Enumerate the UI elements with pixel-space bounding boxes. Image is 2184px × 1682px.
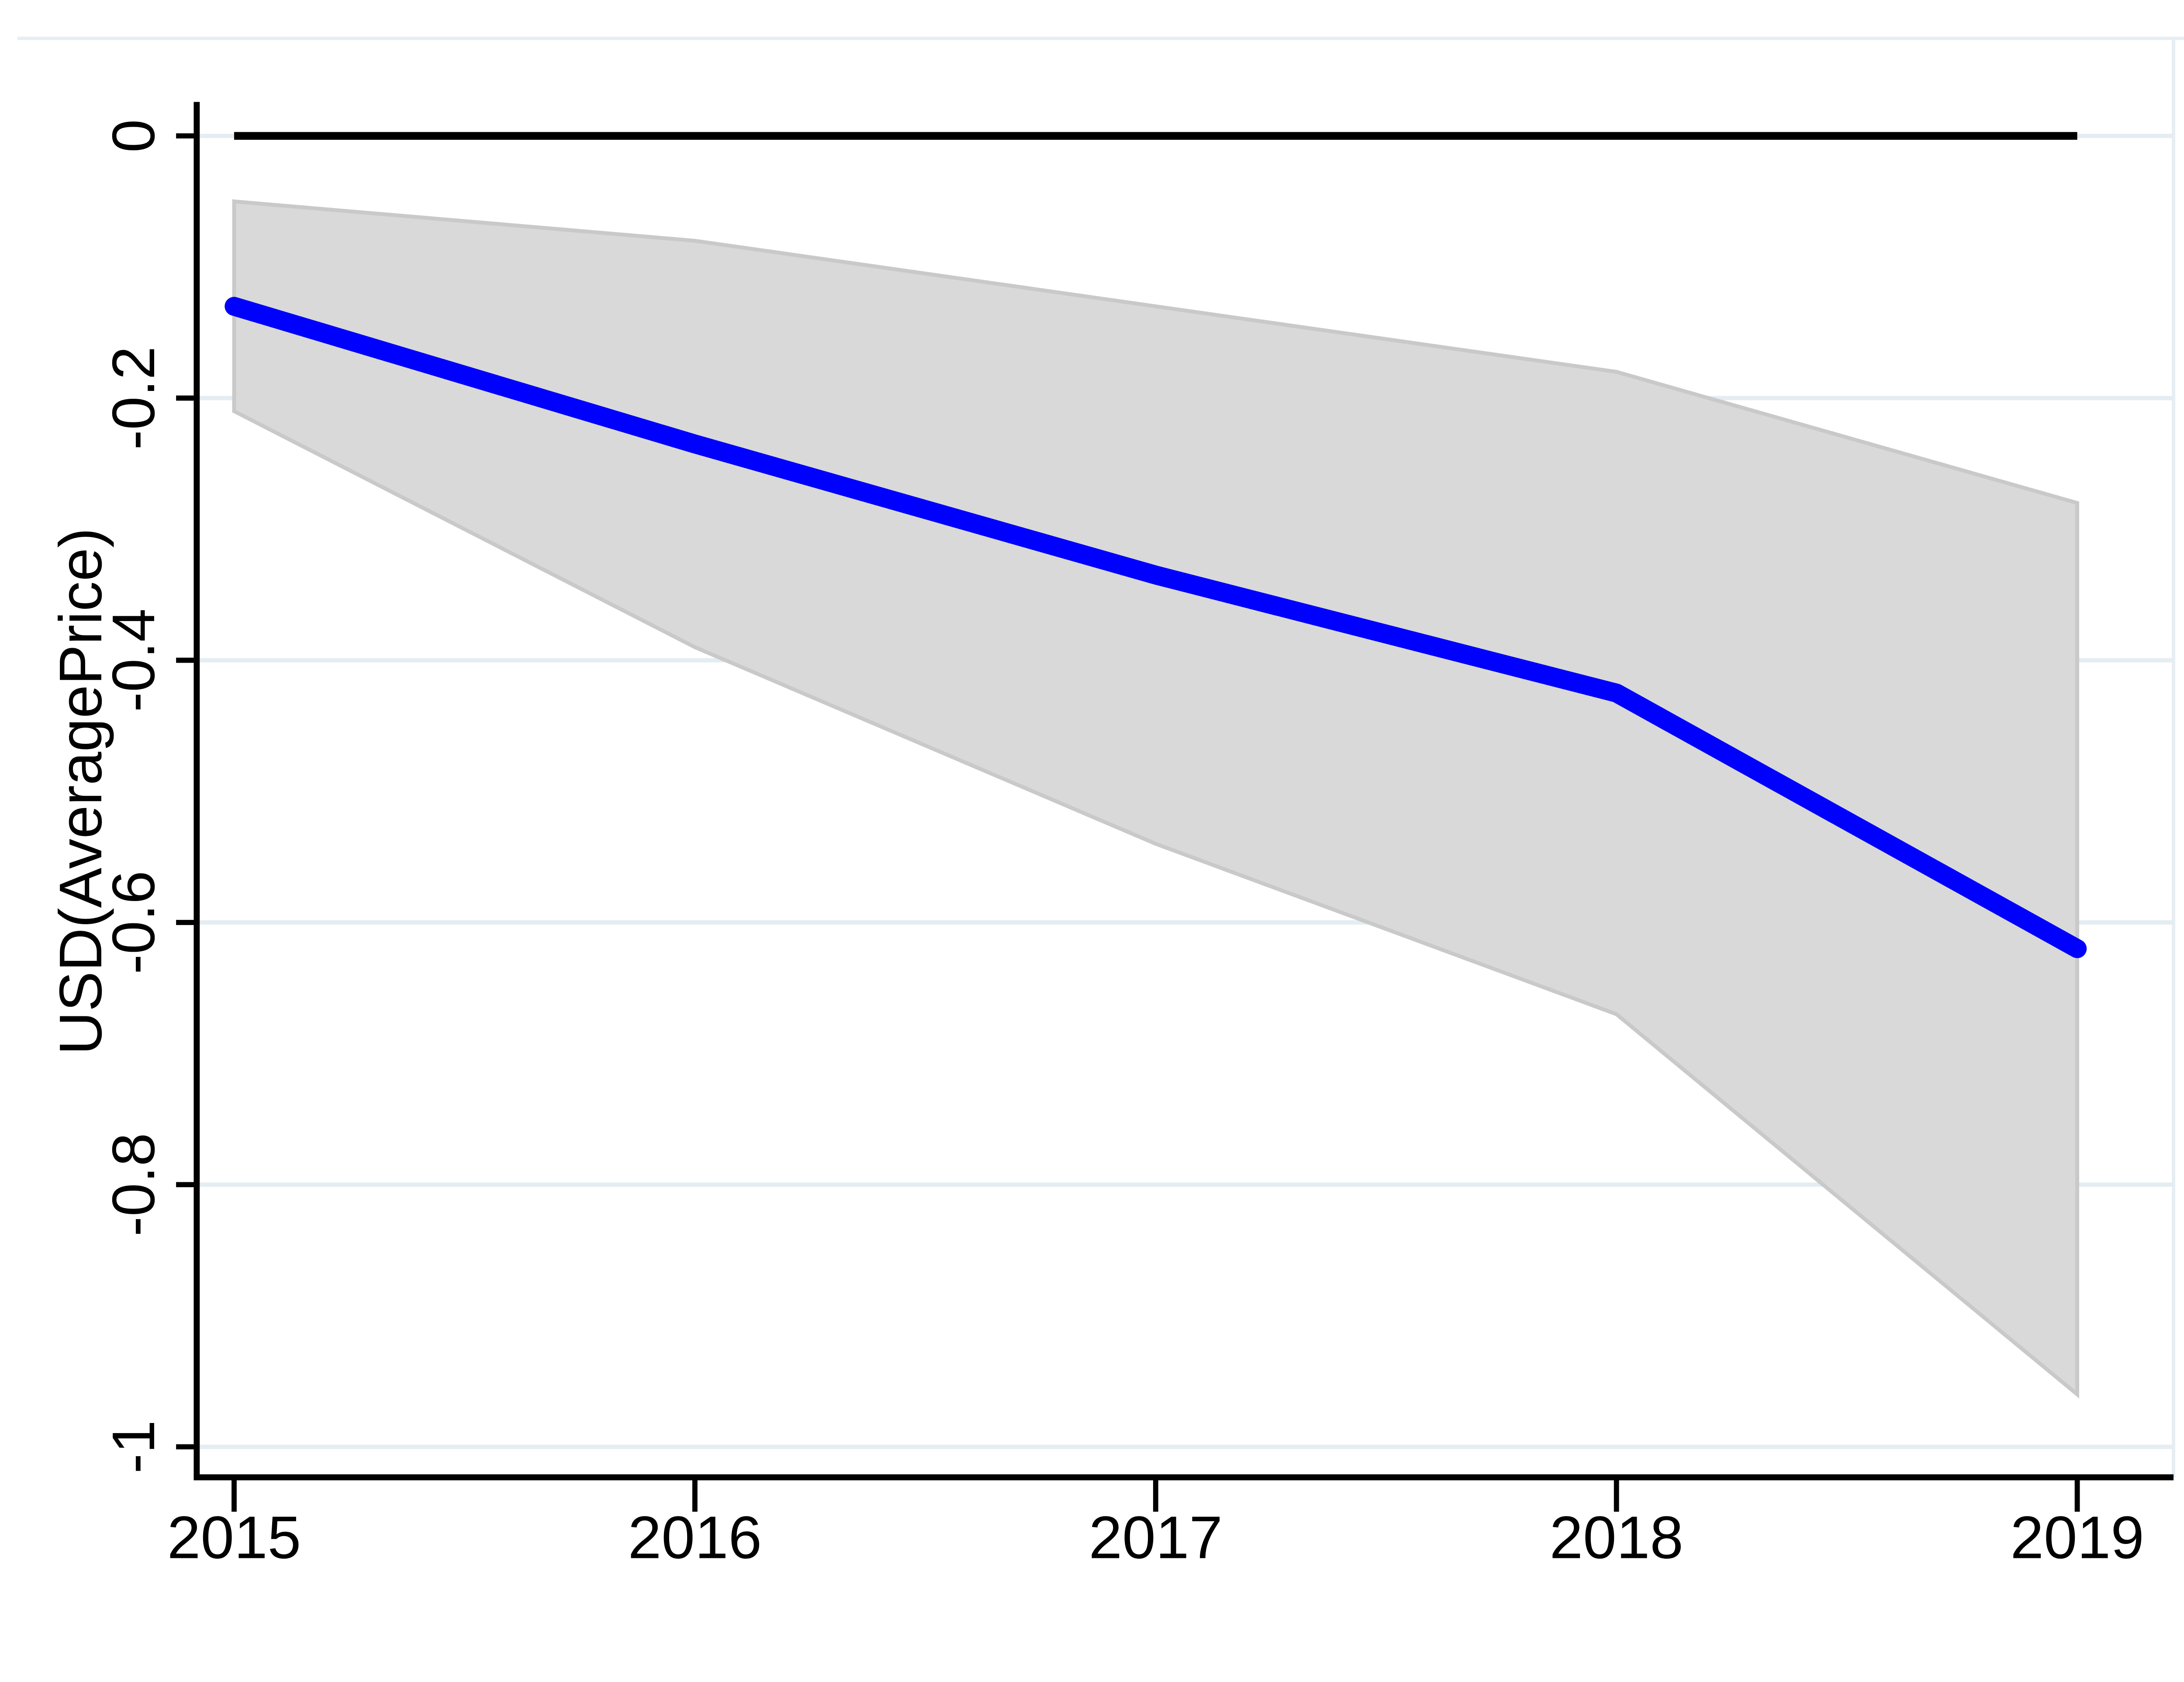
- x-tick-label: 2019: [2010, 1504, 2144, 1571]
- y-tick-label: 0: [100, 119, 167, 153]
- y-tick-label: -0.2: [100, 346, 167, 450]
- y-tick-label: -0.8: [100, 1133, 167, 1236]
- x-tick-label: 2018: [1549, 1504, 1683, 1571]
- y-axis-title: USD(AveragePrice): [47, 528, 114, 1055]
- x-tick-label: 2017: [1089, 1504, 1223, 1571]
- x-tick-label: 2015: [167, 1504, 301, 1571]
- y-tick-label: -1: [100, 1420, 167, 1473]
- x-tick-label: 2016: [628, 1504, 762, 1571]
